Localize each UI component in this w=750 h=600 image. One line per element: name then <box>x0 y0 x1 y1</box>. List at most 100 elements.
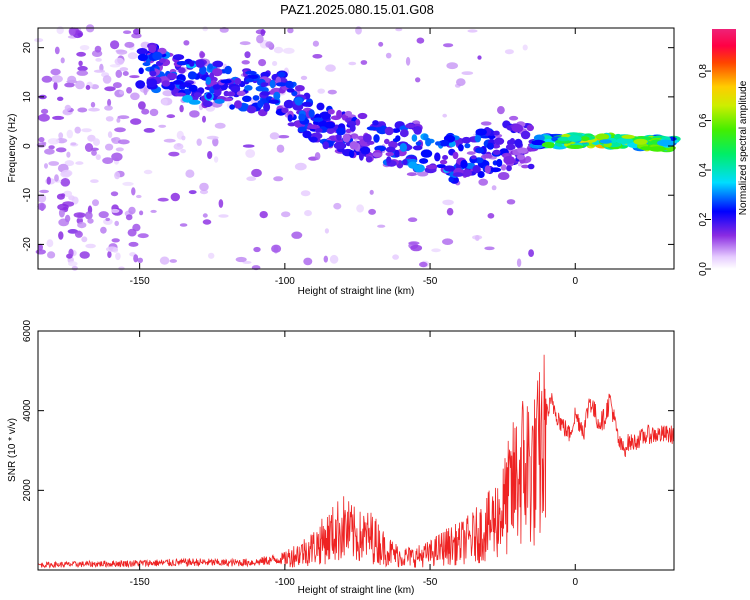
spectrogram-blob <box>148 44 157 53</box>
spectrogram-blob <box>402 159 408 166</box>
spectrogram-speckle <box>461 71 474 75</box>
spectrogram-speckle <box>199 51 206 58</box>
spectrogram-blob <box>474 134 482 143</box>
spectrogram-speckle <box>168 151 180 157</box>
spectrogram-speckle <box>85 243 96 249</box>
spectrogram-blob <box>514 138 523 148</box>
spectrogram-speckle <box>242 144 255 148</box>
spectrogram-speckle <box>60 193 66 197</box>
spectrogram-blob <box>333 141 346 150</box>
colorbar-label: Normalized spectral amplitude <box>738 80 749 215</box>
spectrogram-speckle <box>114 171 121 180</box>
spectrogram-speckle <box>100 226 107 234</box>
spectrogram-frame <box>37 27 675 270</box>
spectrogram-speckle <box>504 49 514 55</box>
spectrogram-speckle <box>484 246 495 251</box>
spectrogram-blob <box>336 109 343 119</box>
spectrogram-speckle <box>130 118 142 125</box>
spectrogram-speckle <box>68 261 78 267</box>
spectrogram-speckle <box>199 182 209 192</box>
spectrogram-speckle <box>416 171 429 177</box>
spectrogram-blob <box>524 156 532 163</box>
spectrogram-speckle <box>94 45 102 53</box>
spectrogram-speckle <box>251 168 262 178</box>
spectrogram-speckle <box>245 149 256 158</box>
spectrogram-blob <box>357 112 368 120</box>
spectrogram-speckle <box>138 101 146 110</box>
spectrogram-speckle <box>327 89 337 95</box>
spectrogram-speckle <box>385 52 392 59</box>
colorbar-tick-label: 0.6 <box>698 113 709 127</box>
spectrogram-blob <box>269 79 276 89</box>
spectrogram-blob <box>193 92 202 98</box>
spectrogram-speckle <box>58 208 65 218</box>
spectrogram-speckle <box>287 27 294 34</box>
spectrogram-blob <box>464 143 471 149</box>
spectrogram-blob <box>419 158 429 164</box>
spectrogram-speckle <box>103 218 113 225</box>
spectrogram-blob <box>373 134 380 143</box>
spectrogram-speckle <box>139 210 144 216</box>
spectrogram-blob <box>483 153 493 159</box>
spectrogram-speckle <box>185 169 195 178</box>
spectrogram-speckle <box>64 214 71 223</box>
spectrogram-speckle <box>416 37 425 44</box>
spectrogram-speckle <box>114 127 126 133</box>
spectrogram-speckle <box>478 178 489 186</box>
spectrogram-speckle <box>111 137 116 142</box>
spectrogram-blob <box>657 139 675 147</box>
spectrogram-speckle <box>312 54 323 59</box>
spectrogram-blob <box>470 155 477 160</box>
spectrogram-speckle <box>66 151 71 158</box>
spectrogram-blob <box>526 124 534 132</box>
spectrogram-speckle <box>258 59 267 67</box>
spectrogram-blob <box>355 118 361 126</box>
spectrogram-speckle <box>179 223 188 227</box>
colorbar-tick-label: 0.0 <box>698 262 709 276</box>
spectrogram-blob <box>372 120 379 126</box>
spectrogram-speckle <box>446 207 454 216</box>
spectrogram-speckle <box>143 86 148 96</box>
y-tick-label: 2000 <box>22 479 33 502</box>
spectrogram-speckle <box>392 254 399 260</box>
spectrogram-speckle <box>405 56 411 66</box>
spectrogram-blob <box>314 128 323 133</box>
spectrogram-blob <box>260 82 269 87</box>
spectrogram-blob <box>214 98 225 104</box>
snr-panel: -150 -100 -50 0 2000 4000 6000 Height of stra… <box>7 319 675 596</box>
spectrogram-speckle <box>60 57 65 64</box>
x-tick-label: -50 <box>423 276 438 287</box>
spectrogram-blob <box>242 95 252 103</box>
y-tick-label: -10 <box>22 188 33 203</box>
spectrogram-speckle <box>105 217 110 222</box>
spectrogram-speckle <box>124 41 135 48</box>
spectrogram-speckle <box>55 147 67 153</box>
spectrogram-blob <box>391 128 401 134</box>
spectrogram-speckle <box>46 176 51 185</box>
figure-title: PAZ1.2025.080.15.01.G08 <box>280 2 434 17</box>
spectrogram-blob <box>614 133 623 140</box>
snr-frame <box>37 330 675 571</box>
spectrogram-blob <box>496 158 503 168</box>
x-tick-label: -50 <box>423 577 438 588</box>
spectrogram-blob <box>182 94 193 103</box>
spectrogram-speckle <box>38 113 50 122</box>
spectrogram-speckle <box>119 67 129 72</box>
spectrogram-speckle <box>180 149 187 154</box>
spectrogram-blob <box>442 155 449 160</box>
spectrogram-speckle <box>50 75 63 83</box>
spectrogram-speckle <box>356 204 364 213</box>
spectrogram-blob <box>359 147 370 153</box>
spectrogram-blob <box>319 111 331 120</box>
colorbar-ticks: 0.0 0.2 0.4 0.6 0.8 <box>698 64 711 276</box>
spectrogram-speckle <box>107 98 112 107</box>
spectrogram-speckle <box>110 40 120 50</box>
spectrogram-speckle <box>516 258 522 268</box>
spectrogram-blob <box>292 103 304 111</box>
x-tick-label: 0 <box>572 577 578 588</box>
spectrogram-speckle <box>410 244 423 252</box>
y-tick-label: 4000 <box>22 399 33 422</box>
spectrogram-blob <box>345 128 352 134</box>
spectrogram-speckle <box>119 90 125 95</box>
spectrogram-speckle <box>44 148 55 155</box>
